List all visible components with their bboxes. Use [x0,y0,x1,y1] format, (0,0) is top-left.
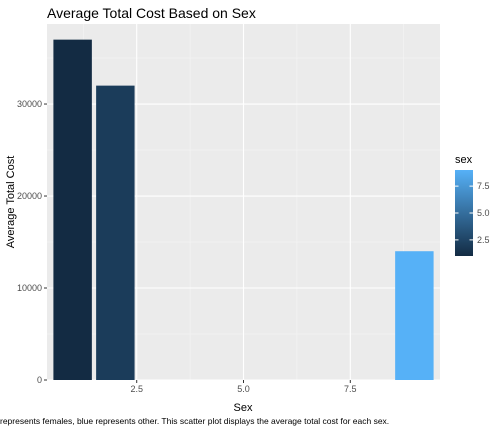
bar-1 [53,39,92,380]
bar-2 [96,85,135,381]
x-axis-ticks: 2.5 5.0 7.5 [130,380,357,394]
y-tick-label: 10000 [17,283,42,293]
legend-ticks: 2.5 5.0 7.5 [455,181,490,245]
legend-tick-label: 2.5 [477,235,490,245]
x-tick-label: 2.5 [130,384,143,394]
y-tick-label: 0 [37,375,42,385]
legend: sex 2.5 5.0 7.5 [455,154,490,256]
y-axis-title: Average Total Cost [5,156,17,249]
legend-tick-label: 7.5 [477,181,490,191]
legend-colorbar [455,170,473,256]
legend-tick-label: 5.0 [477,208,490,218]
y-tick-label: 30000 [17,99,42,109]
x-tick-label: 5.0 [237,384,250,394]
bars [53,39,434,381]
major-gridlines [47,24,440,381]
y-tick-label: 20000 [17,191,42,201]
y-axis-ticks: 0 10000 20000 30000 [17,99,47,385]
x-axis-title: Sex [234,402,253,414]
legend-title: sex [455,154,473,166]
x-tick-label: 7.5 [344,384,357,394]
chart-title: Average Total Cost Based on Sex [47,5,256,21]
bar-3 [395,251,434,380]
caption: represents females, blue represents othe… [0,416,389,426]
